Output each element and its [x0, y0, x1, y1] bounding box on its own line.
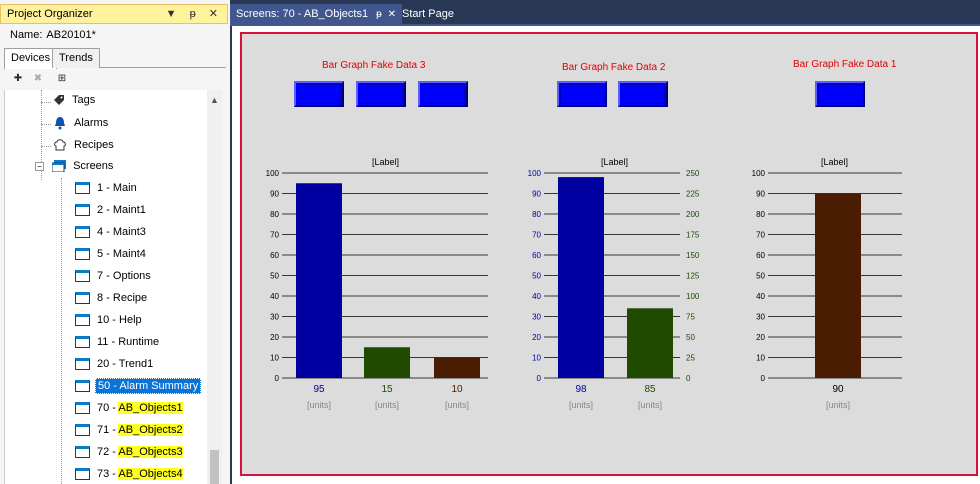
tab-underline [230, 24, 980, 26]
scroll-up-icon[interactable]: ▲ [210, 95, 219, 105]
tree-item-screen[interactable]: 7 - Options [75, 270, 153, 288]
hmi-screen[interactable] [240, 32, 978, 476]
tree-item-screen[interactable]: 10 - Help [75, 314, 144, 332]
blue-push-button[interactable] [618, 81, 668, 107]
bar-graph-title: Bar Graph Fake Data 1 [793, 59, 897, 70]
organizer-toolbar: ✚ ✖ ⊞ [4, 70, 226, 90]
screen-icon [75, 402, 90, 415]
tree-item-screen[interactable]: 11 - Runtime [75, 336, 161, 354]
tree-item-screen-selected[interactable]: 50 - Alarm Summary [75, 378, 202, 398]
project-organizer-panel: Project Organizer ▼ ᵽ ✕ Name: AB20101* De… [0, 0, 230, 484]
screen-icon [75, 204, 90, 217]
tree-item-tags[interactable]: Tags [53, 94, 97, 112]
tree-item-screen[interactable]: 2 - Maint1 [75, 204, 148, 222]
collapse-icon[interactable]: − [35, 161, 44, 171]
tree-scrollbar[interactable]: ▲ [207, 90, 222, 484]
bell-icon [53, 116, 67, 130]
bar-graph-title: Bar Graph Fake Data 3 [322, 60, 426, 71]
blue-push-button[interactable] [294, 81, 344, 107]
screen-icon [75, 314, 90, 327]
name-label: Name: [10, 29, 43, 41]
blue-push-button[interactable] [356, 81, 406, 107]
screen-icon [75, 468, 90, 481]
tree-item-screen[interactable]: 20 - Trend1 [75, 358, 155, 376]
blue-push-button[interactable] [418, 81, 468, 107]
tab-screen-ab-objects1[interactable]: Screens: 70 - AB_Objects1 ᵽ ✕ [230, 4, 403, 24]
screen-icon [75, 226, 90, 239]
screen-icon [75, 358, 90, 371]
project-name-row: Name: AB20101* [6, 29, 96, 41]
remove-item-icon[interactable]: ✖ [33, 73, 43, 84]
screen-icon [75, 380, 90, 393]
screen-icon [75, 424, 90, 437]
tab-start-page[interactable]: Start Page [402, 8, 454, 20]
tree-item-screen[interactable]: 5 - Maint4 [75, 248, 148, 266]
tag-icon [53, 94, 65, 106]
tree-item-screens[interactable]: − Screens [35, 160, 115, 178]
tree-item-screen[interactable]: 4 - Maint3 [75, 226, 148, 244]
blue-push-button[interactable] [557, 81, 607, 107]
organizer-tabs: Devices Trends [4, 48, 226, 69]
chef-hat-icon [53, 138, 67, 152]
tree-item-screen[interactable]: 70 - AB_Objects1 [75, 402, 185, 420]
tree-item-recipes[interactable]: Recipes [53, 138, 116, 156]
tree-view-icon[interactable]: ⊞ [57, 73, 67, 84]
tab-devices[interactable]: Devices [4, 48, 58, 69]
add-item-icon[interactable]: ✚ [13, 73, 23, 84]
tree-item-screen[interactable]: 71 - AB_Objects2 [75, 424, 185, 442]
project-tree: Tags Alarms Recipes − Screens 1 - Ma [4, 90, 207, 484]
screen-icon [75, 292, 90, 305]
tree-item-screen[interactable]: 1 - Main [75, 182, 139, 200]
blue-push-button[interactable] [815, 81, 865, 107]
pin-icon[interactable]: ᵽ [376, 9, 382, 20]
screen-icon [75, 446, 90, 459]
screen-icon [75, 336, 90, 349]
tree-item-alarms[interactable]: Alarms [53, 116, 110, 134]
screen-icon [75, 248, 90, 261]
screen-icon [75, 182, 90, 195]
tree-item-screen[interactable]: 73 - AB_Objects4 [75, 468, 185, 484]
close-icon[interactable]: ✕ [387, 9, 397, 20]
panel-window-buttons[interactable]: ▼ ᵽ ✕ [165, 8, 223, 20]
panel-title: Project Organizer [7, 8, 93, 20]
project-name-value: AB20101* [46, 29, 96, 41]
screens-folder-icon [51, 160, 67, 173]
tree-item-screen[interactable]: 8 - Recipe [75, 292, 149, 310]
scroll-thumb[interactable] [210, 450, 219, 484]
bar-graph-title: Bar Graph Fake Data 2 [562, 62, 666, 73]
tree-item-screen[interactable]: 72 - AB_Objects3 [75, 446, 185, 464]
document-tab-strip: Screens: 70 - AB_Objects1 ᵽ ✕ Start Page [230, 4, 980, 24]
screen-icon [75, 270, 90, 283]
tab-trends[interactable]: Trends [52, 48, 100, 68]
panel-title-bar[interactable]: Project Organizer ▼ ᵽ ✕ [0, 4, 228, 24]
